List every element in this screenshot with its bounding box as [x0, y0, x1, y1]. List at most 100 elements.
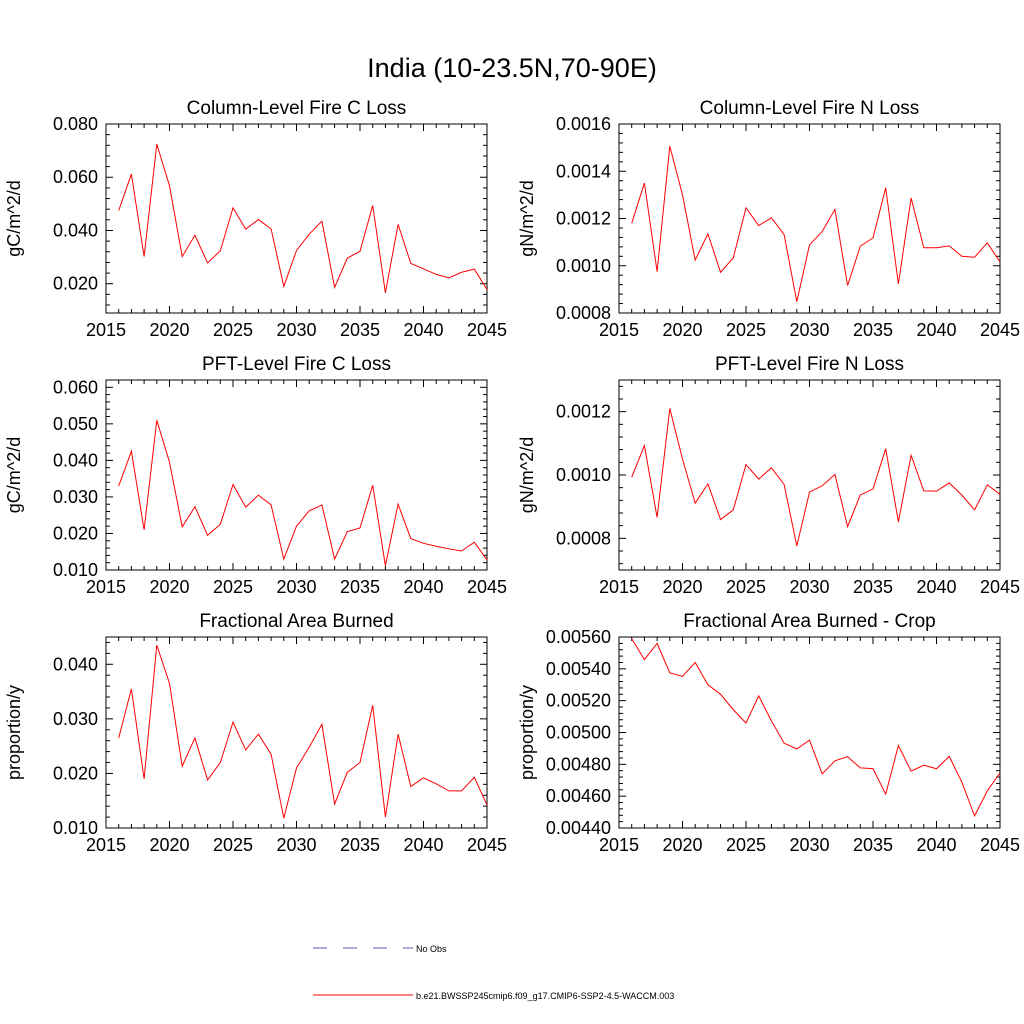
x-tick-label: 2045 [980, 320, 1020, 340]
x-tick-label: 2040 [403, 577, 443, 597]
panel-title: Fractional Area Burned [199, 611, 393, 632]
x-tick-label: 2030 [276, 577, 316, 597]
y-tick-label: 0.0014 [556, 161, 611, 181]
panel-title: PFT-Level Fire C Loss [202, 354, 391, 375]
y-tick-label: 0.0012 [556, 402, 611, 422]
panel-title: PFT-Level Fire N Loss [715, 354, 904, 375]
legend-label-no-obs: No Obs [416, 944, 447, 954]
y-tick-label: 0.060 [53, 167, 98, 187]
x-tick-label: 2030 [789, 320, 829, 340]
y-tick-label: 0.030 [53, 709, 98, 729]
x-tick-label: 2025 [213, 320, 253, 340]
x-tick-label: 2015 [86, 835, 126, 855]
y-tick-label: 0.020 [53, 274, 98, 294]
series-line [118, 420, 488, 566]
y-tick-label: 0.030 [53, 487, 98, 507]
y-axis-label: proportion/y [4, 685, 24, 780]
x-tick-label: 2020 [149, 320, 189, 340]
x-tick-label: 2040 [916, 577, 956, 597]
x-tick-label: 2015 [599, 835, 639, 855]
x-tick-label: 2020 [149, 577, 189, 597]
x-tick-label: 2045 [467, 577, 507, 597]
y-tick-label: 0.020 [53, 523, 98, 543]
y-tick-label: 0.010 [53, 818, 98, 838]
panel-4: PFT-Level Fire N Loss gN/m^2/d 2015 2020 202… [517, 354, 1020, 597]
x-tick-label: 2030 [276, 835, 316, 855]
x-tick-label: 2040 [916, 320, 956, 340]
x-tick-label: 2045 [467, 835, 507, 855]
plot-frame [618, 379, 1001, 571]
y-tick-label: 0.040 [53, 450, 98, 470]
x-tick-label: 2025 [213, 577, 253, 597]
y-tick-label: 0.080 [53, 114, 98, 134]
x-tick-label: 2035 [853, 835, 893, 855]
y-tick-label: 0.00540 [546, 659, 611, 679]
x-tick-label: 2035 [853, 320, 893, 340]
plot-frame [105, 379, 488, 571]
x-tick-label: 2035 [853, 577, 893, 597]
x-tick-label: 2040 [916, 835, 956, 855]
y-tick-label: 0.050 [53, 414, 98, 434]
x-tick-label: 2020 [149, 835, 189, 855]
panel-2: Column-Level Fire N Loss gN/m^2/d 2015 2020… [517, 98, 1020, 340]
x-tick-label: 2030 [789, 835, 829, 855]
y-tick-label: 0.00560 [546, 627, 611, 647]
y-tick-label: 0.0008 [556, 528, 611, 548]
series-line [118, 144, 488, 293]
x-tick-label: 2015 [599, 320, 639, 340]
x-tick-label: 2020 [662, 577, 702, 597]
y-tick-label: 0.040 [53, 654, 98, 674]
x-tick-label: 2020 [662, 835, 702, 855]
x-tick-label: 2015 [599, 577, 639, 597]
panels: Column-Level Fire C Loss gC/m^2/d 2015 2020… [4, 98, 1020, 855]
panel-title: Column-Level Fire N Loss [700, 98, 920, 119]
y-tick-label: 0.00520 [546, 691, 611, 711]
y-tick-label: 0.040 [53, 220, 98, 240]
x-tick-label: 2030 [789, 577, 829, 597]
panel-title: Fractional Area Burned - Crop [683, 611, 935, 632]
y-tick-label: 0.0010 [556, 465, 611, 485]
x-tick-label: 2015 [86, 320, 126, 340]
plot-frame [618, 636, 1001, 829]
series-line [631, 638, 1001, 818]
series-line [631, 408, 1001, 547]
legend: No Obs b.e21.BWSSP245cmip6.f09_g17.CMIP6… [313, 944, 674, 1001]
x-tick-label: 2045 [467, 320, 507, 340]
y-tick-label: 0.060 [53, 377, 98, 397]
figure-title: India (10-23.5N,70-90E) [367, 53, 657, 83]
y-tick-label: 0.00460 [546, 786, 611, 806]
legend-label-model: b.e21.BWSSP245cmip6.f09_g17.CMIP6-SSP2-4… [416, 991, 674, 1001]
x-tick-label: 2045 [980, 577, 1020, 597]
x-tick-label: 2020 [662, 320, 702, 340]
y-tick-label: 0.0010 [556, 256, 611, 276]
panel-title: Column-Level Fire C Loss [187, 98, 407, 119]
x-tick-label: 2035 [340, 320, 380, 340]
panel-3: PFT-Level Fire C Loss gC/m^2/d 2015 2020 202… [4, 354, 507, 597]
y-tick-label: 0.0016 [556, 114, 611, 134]
series-line [631, 146, 1001, 302]
y-tick-label: 0.0012 [556, 209, 611, 229]
plot-frame [618, 123, 1001, 314]
x-tick-label: 2025 [726, 320, 766, 340]
y-axis-label: gN/m^2/d [517, 180, 537, 256]
x-tick-label: 2025 [726, 835, 766, 855]
panel-6: Fractional Area Burned - Crop proportion/… [517, 611, 1020, 855]
y-axis-label: gN/m^2/d [517, 437, 537, 513]
x-tick-label: 2030 [276, 320, 316, 340]
y-tick-label: 0.0008 [556, 303, 611, 323]
x-tick-label: 2025 [726, 577, 766, 597]
y-tick-label: 0.020 [53, 763, 98, 783]
x-tick-label: 2025 [213, 835, 253, 855]
y-axis-label: gC/m^2/d [4, 180, 24, 256]
y-tick-label: 0.00440 [546, 818, 611, 838]
y-axis-label: proportion/y [517, 685, 537, 780]
x-tick-label: 2035 [340, 835, 380, 855]
y-axis-label: gC/m^2/d [4, 437, 24, 513]
panel-1: Column-Level Fire C Loss gC/m^2/d 2015 2020… [4, 98, 507, 340]
x-tick-label: 2040 [403, 320, 443, 340]
series-line [118, 645, 488, 819]
x-tick-label: 2045 [980, 835, 1020, 855]
x-tick-label: 2035 [340, 577, 380, 597]
plot-frame [105, 123, 488, 314]
